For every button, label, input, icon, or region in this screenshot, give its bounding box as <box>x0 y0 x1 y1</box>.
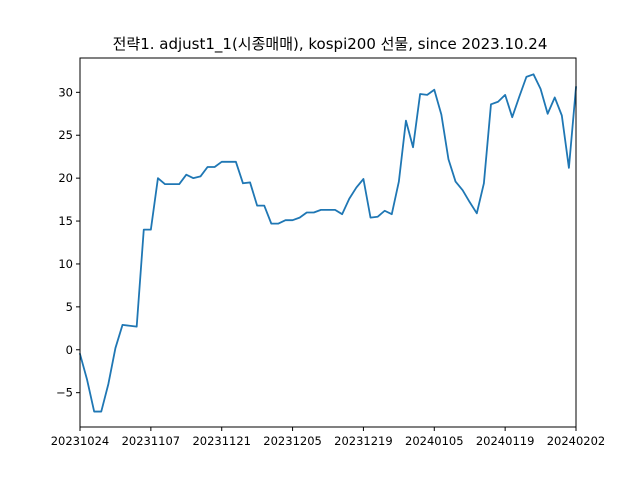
x-tick-label: 20240119 <box>476 434 535 448</box>
y-tick-label: 25 <box>58 128 73 142</box>
y-tick-label: 15 <box>58 214 73 228</box>
y-tick-label: 10 <box>58 257 73 271</box>
x-tick-label: 20240202 <box>547 434 606 448</box>
x-tick-label: 20231121 <box>192 434 251 448</box>
y-tick-label: 30 <box>58 85 73 99</box>
chart-title: 전략1. adjust1_1(시종매매), kospi200 선물, since… <box>113 35 548 54</box>
plot-frame <box>79 57 577 428</box>
x-axis: 20231024 20231107 20231121 20231205 20231219… <box>51 427 606 448</box>
x-tick-label: 20231024 <box>51 434 110 448</box>
y-tick-label: 20 <box>58 171 73 185</box>
x-tick-label: 20231219 <box>334 434 393 448</box>
y-tick-label: −5 <box>56 386 73 400</box>
y-tick-label: 5 <box>66 300 73 314</box>
y-tick-label: 0 <box>66 343 73 357</box>
series-line <box>78 73 577 413</box>
x-tick-label: 20231107 <box>122 434 181 448</box>
x-tick-label: 20231205 <box>263 434 322 448</box>
y-axis: −5 0 5 10 15 20 25 30 <box>56 85 80 400</box>
x-tick-label: 20240105 <box>405 434 464 448</box>
